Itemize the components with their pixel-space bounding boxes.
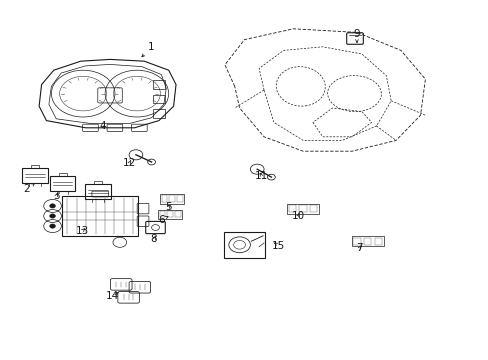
Text: 1: 1: [142, 42, 155, 57]
Text: 3: 3: [53, 191, 60, 201]
Text: 4: 4: [99, 121, 106, 131]
Text: 2: 2: [23, 183, 35, 194]
Text: 12: 12: [122, 158, 136, 168]
Text: 5: 5: [165, 202, 172, 212]
Text: 9: 9: [353, 29, 360, 42]
Text: 15: 15: [271, 240, 285, 251]
Text: 14: 14: [105, 291, 119, 301]
Bar: [223, 232, 264, 258]
Circle shape: [50, 224, 55, 228]
Circle shape: [50, 204, 55, 208]
Text: 11: 11: [254, 171, 268, 181]
Text: 10: 10: [291, 211, 304, 221]
Text: 7: 7: [355, 243, 362, 253]
Circle shape: [50, 214, 55, 218]
Text: 6: 6: [158, 215, 168, 225]
Text: 13: 13: [75, 226, 89, 236]
Text: 8: 8: [150, 234, 157, 244]
